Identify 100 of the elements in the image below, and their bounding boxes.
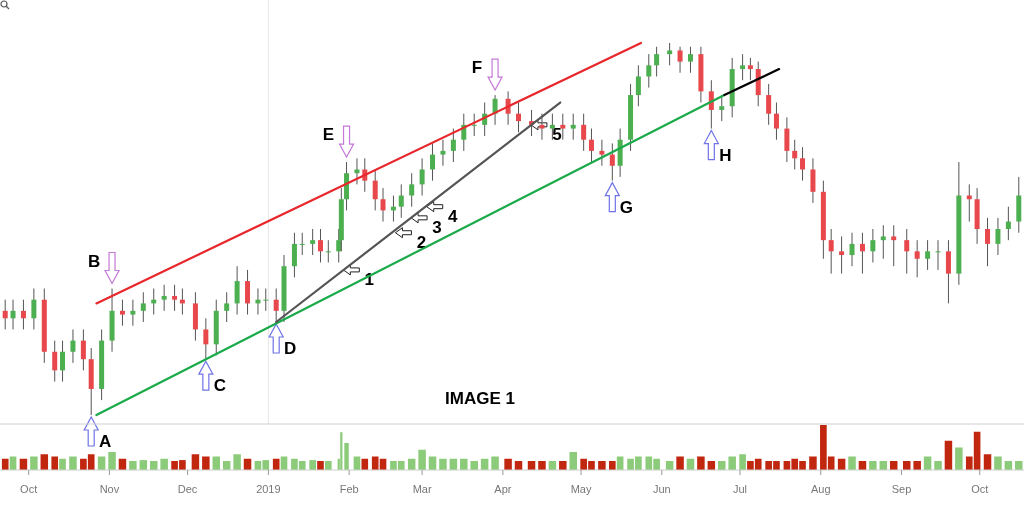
- bar: [955, 447, 963, 470]
- bar: [317, 461, 324, 470]
- candlestick: [224, 291, 230, 323]
- x-tick-label: Mar: [412, 483, 432, 495]
- candlestick: [859, 232, 865, 275]
- candlestick: [677, 46, 683, 74]
- candlestick: [904, 228, 910, 275]
- bar: [538, 461, 546, 470]
- bar: [809, 456, 817, 470]
- candlestick: [995, 217, 1001, 256]
- candlestick: [945, 239, 951, 304]
- annotation: 3: [432, 217, 442, 237]
- candlestick: [380, 187, 386, 223]
- x-tick-label: Aug: [810, 483, 831, 495]
- x-tick-label: Apr: [494, 483, 512, 495]
- bar: [491, 456, 499, 470]
- candlestick: [687, 46, 693, 74]
- candlestick: [549, 113, 555, 141]
- candlestick: [325, 239, 331, 263]
- annotation: F: [471, 58, 483, 78]
- bar: [470, 461, 478, 470]
- candlestick: [409, 172, 415, 208]
- candlestick: [440, 139, 446, 167]
- candlestick: [398, 183, 404, 219]
- bar: [108, 452, 116, 470]
- x-tick-label: Oct: [20, 483, 38, 495]
- bar: [460, 458, 468, 470]
- bar: [30, 456, 38, 470]
- candlestick: [310, 228, 316, 256]
- x-tick-label: Feb: [339, 483, 359, 495]
- bar: [559, 461, 567, 470]
- candlestick: [828, 228, 834, 275]
- annotation: D: [284, 339, 297, 358]
- candlestick: [560, 113, 566, 141]
- annotation: G: [619, 197, 633, 217]
- candlestick: [299, 232, 305, 256]
- candlestick: [570, 113, 576, 141]
- candlestick: [161, 284, 167, 312]
- candlestick: [119, 299, 125, 327]
- candlestick: [60, 340, 66, 383]
- candlestick: [588, 128, 594, 163]
- x-tick-label: Jun: [652, 483, 671, 495]
- candlestick: [430, 142, 436, 182]
- bar: [1015, 461, 1023, 470]
- candlestick: [471, 113, 477, 137]
- bar: [439, 458, 447, 470]
- candlestick: [646, 53, 652, 89]
- bar: [361, 458, 369, 470]
- candlestick: [740, 53, 746, 81]
- annotation: H: [719, 145, 732, 165]
- bar: [160, 458, 168, 470]
- candlestick: [985, 217, 991, 267]
- candlestick: [935, 239, 941, 271]
- annotation: C: [213, 376, 226, 396]
- candlestick: [810, 157, 816, 204]
- bar: [869, 461, 877, 470]
- candlestick: [635, 64, 641, 107]
- candlestick: [891, 224, 897, 267]
- candlestick: [581, 113, 587, 152]
- candlestick: [140, 291, 146, 323]
- candlestick: [245, 269, 251, 316]
- candlestick: [172, 284, 178, 312]
- bar: [272, 458, 280, 470]
- candlestick: [52, 340, 58, 383]
- candlestick: [609, 142, 615, 182]
- bar: [934, 461, 942, 470]
- candlestick: [10, 299, 16, 330]
- candlestick: [263, 288, 269, 312]
- bar: [418, 449, 426, 470]
- candlestick: [870, 228, 876, 263]
- candlestick: [599, 139, 605, 167]
- annotation: 5: [552, 124, 562, 144]
- x-tick-label: Sep: [891, 483, 912, 495]
- candlestick: [800, 146, 806, 182]
- bar: [51, 456, 59, 470]
- bar: [202, 456, 210, 470]
- candlestick: [70, 328, 76, 364]
- candlestick: [654, 46, 660, 77]
- bar: [1, 458, 9, 470]
- bar: [728, 456, 736, 470]
- bar: [59, 458, 66, 470]
- bar: [697, 456, 705, 470]
- candlestick: [372, 168, 378, 211]
- candlestick: [773, 102, 779, 141]
- candlestick: [667, 42, 673, 66]
- candlestick: [925, 239, 931, 271]
- annotation: B: [87, 251, 101, 271]
- bar: [676, 456, 684, 470]
- candlestick: [234, 265, 240, 316]
- bar: [739, 454, 746, 470]
- annotation: E: [322, 125, 335, 145]
- candlestick: [2, 299, 8, 330]
- candlestick: [20, 299, 26, 330]
- candlestick: [747, 57, 753, 81]
- candlestick: [839, 235, 845, 275]
- bar: [324, 461, 332, 470]
- bar: [309, 460, 316, 470]
- bar: [718, 461, 726, 470]
- candlestick: [80, 328, 86, 371]
- bar: [994, 456, 1002, 470]
